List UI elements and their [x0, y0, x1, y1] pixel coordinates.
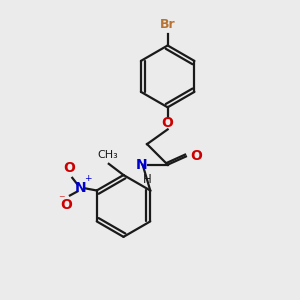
Text: Br: Br	[160, 18, 176, 31]
Text: O: O	[162, 116, 174, 130]
Text: ⁻: ⁻	[58, 194, 64, 206]
Text: O: O	[190, 149, 202, 164]
Text: CH₃: CH₃	[97, 150, 118, 160]
Text: +: +	[84, 174, 92, 183]
Text: N: N	[75, 181, 86, 195]
Text: O: O	[61, 198, 72, 212]
Text: H: H	[143, 173, 152, 186]
Text: N: N	[135, 158, 147, 172]
Text: O: O	[63, 161, 75, 175]
